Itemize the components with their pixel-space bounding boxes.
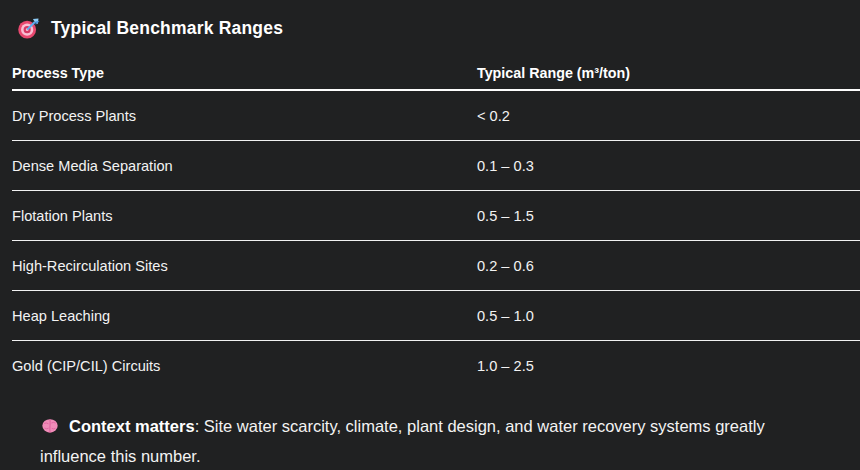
table-header-row: Process Type Typical Range (m³/ton) — [12, 43, 860, 91]
column-header-process-type: Process Type — [12, 65, 477, 81]
benchmark-panel: Typical Benchmark Ranges Process Type Ty… — [0, 0, 860, 470]
column-header-typical-range: Typical Range (m³/ton) — [477, 65, 860, 81]
table-row: High-Recirculation Sites 0.2 – 0.6 — [12, 241, 860, 291]
process-type-cell: Gold (CIP/CIL) Circuits — [12, 358, 477, 374]
range-cell: < 0.2 — [477, 108, 860, 124]
range-cell: 0.2 – 0.6 — [477, 258, 860, 274]
context-note-bold: Context matters — [69, 417, 195, 435]
benchmark-table: Process Type Typical Range (m³/ton) Dry … — [0, 43, 860, 390]
section-header: Typical Benchmark Ranges — [0, 0, 860, 43]
table-row: Flotation Plants 0.5 – 1.5 — [12, 191, 860, 241]
range-cell: 0.5 – 1.0 — [477, 308, 860, 324]
table-row: Dry Process Plants < 0.2 — [12, 91, 860, 141]
section-title: Typical Benchmark Ranges — [51, 18, 283, 39]
table-row: Heap Leaching 0.5 – 1.0 — [12, 291, 860, 341]
table-row: Dense Media Separation 0.1 – 0.3 — [12, 141, 860, 191]
process-type-cell: Flotation Plants — [12, 208, 477, 224]
range-cell: 1.0 – 2.5 — [477, 358, 860, 374]
process-type-cell: Dry Process Plants — [12, 108, 477, 124]
process-type-cell: High-Recirculation Sites — [12, 258, 477, 274]
range-cell: 0.5 – 1.5 — [477, 208, 860, 224]
brain-icon — [40, 416, 60, 436]
target-icon — [17, 17, 40, 40]
context-note: Context matters: Site water scarcity, cl… — [40, 411, 810, 470]
process-type-cell: Dense Media Separation — [12, 158, 477, 174]
table-row: Gold (CIP/CIL) Circuits 1.0 – 2.5 — [12, 341, 860, 390]
range-cell: 0.1 – 0.3 — [477, 158, 860, 174]
process-type-cell: Heap Leaching — [12, 308, 477, 324]
